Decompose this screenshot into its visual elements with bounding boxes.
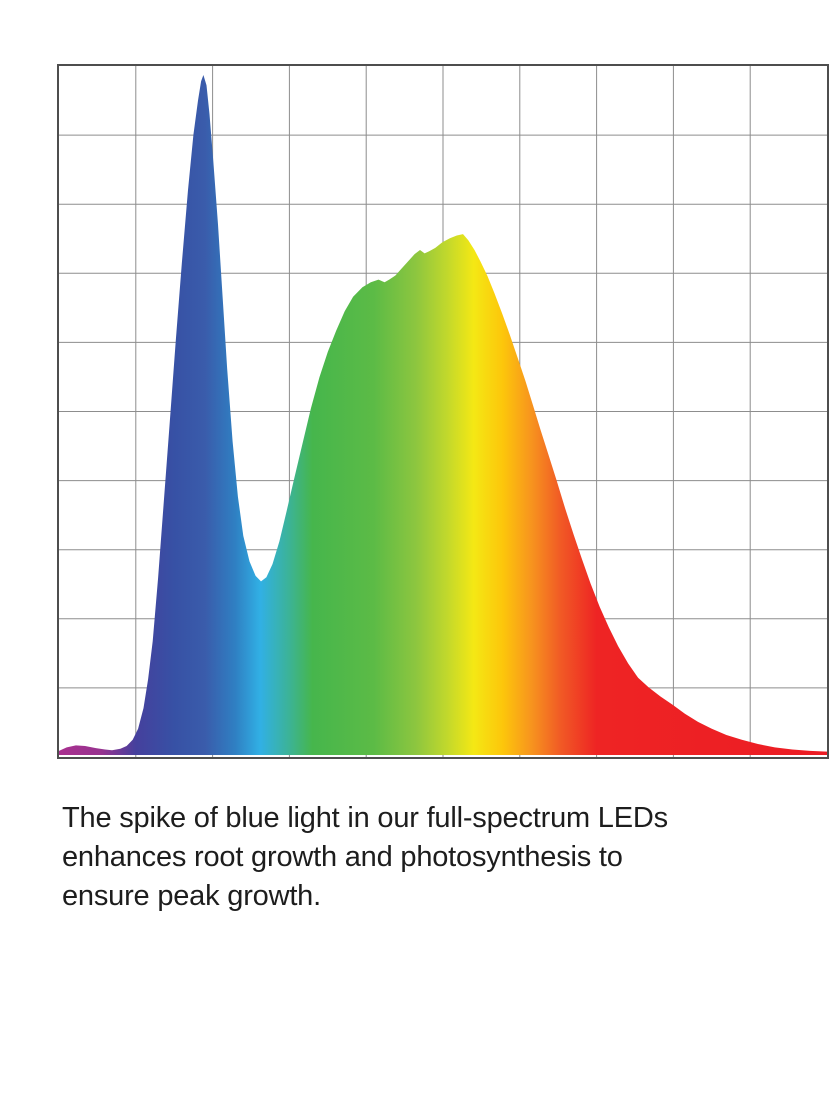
- spectrum-chart: [57, 64, 829, 759]
- caption: The spike of blue light in our full-spec…: [62, 799, 802, 916]
- caption-line-2: enhances root growth and photosynthesis …: [62, 841, 623, 873]
- spectrum-area-curve: [59, 75, 827, 755]
- caption-line-1: The spike of blue light in our full-spec…: [62, 802, 668, 834]
- spectrum-plot: [59, 66, 827, 757]
- caption-line-3: ensure peak growth.: [62, 880, 321, 912]
